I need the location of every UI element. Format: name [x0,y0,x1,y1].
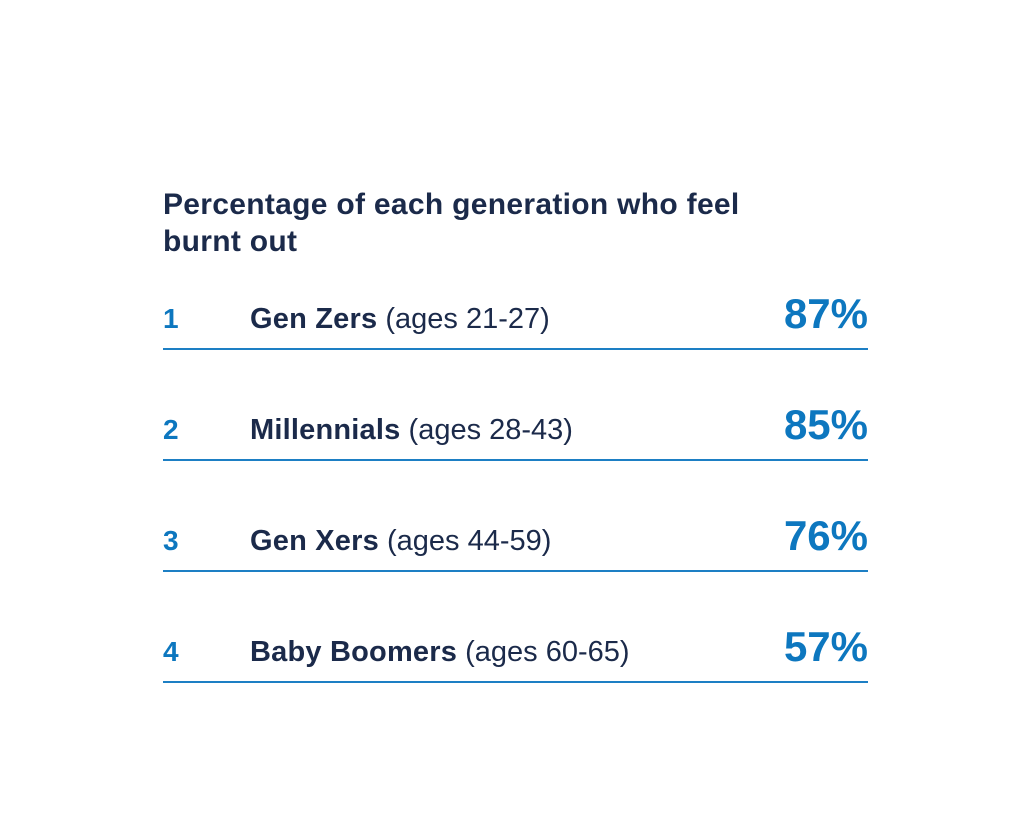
row-label: Baby Boomers (ages 60-65) [250,635,784,669]
row-value: 76% [783,512,868,559]
table-row: 4 Baby Boomers (ages 60-65) 57% [163,626,868,683]
row-value: 85% [783,401,868,448]
burnout-chart: Percentage of each generation who feel b… [163,186,868,683]
row-value: 87% [783,290,868,337]
chart-title: Percentage of each generation who feel b… [163,188,740,258]
row-rank: 2 [163,414,179,445]
row-rank: 1 [163,303,179,334]
row-label: Gen Zers (ages 21-27) [250,302,784,336]
table-row: 1 Gen Zers (ages 21-27) 87% [163,293,868,350]
generation-name: Gen Xers [250,525,379,557]
generation-name: Baby Boomers [250,636,458,668]
age-range: (ages 28-43) [408,414,573,446]
age-range: (ages 44-59) [387,525,552,557]
row-rank: 4 [163,636,179,667]
row-label: Gen Xers (ages 44-59) [250,524,784,558]
table-row: 3 Gen Xers (ages 44-59) 76% [163,515,868,572]
age-range: (ages 60-65) [465,636,630,668]
row-label: Millennials (ages 28-43) [250,413,784,447]
row-value: 57% [783,623,868,670]
table-row: 2 Millennials (ages 28-43) 85% [163,404,868,461]
generation-name: Gen Zers [250,303,378,335]
age-range: (ages 21-27) [385,303,550,335]
row-rank: 3 [163,525,179,556]
generation-name: Millennials [250,414,401,446]
